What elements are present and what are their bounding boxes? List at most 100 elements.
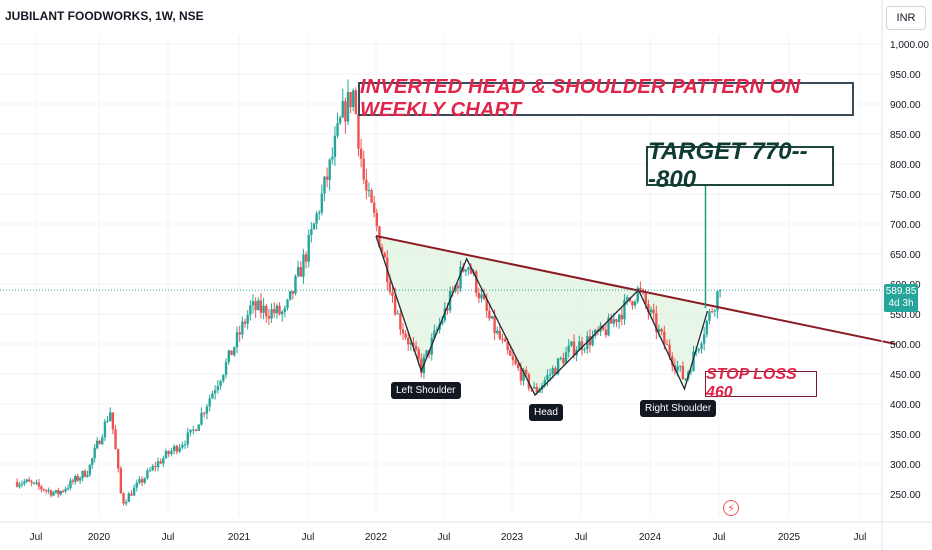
candle-body (286, 299, 289, 309)
candle-body (459, 266, 462, 289)
candle-body (652, 309, 655, 314)
candle-body (362, 158, 365, 180)
candle-body (59, 491, 62, 495)
candle-body (607, 317, 610, 336)
candle-body (294, 275, 297, 294)
candle-body (441, 320, 444, 324)
x-tick-label: Jul (438, 532, 451, 543)
candle-body (106, 420, 109, 422)
candle-body (35, 482, 38, 484)
candle-body (81, 470, 84, 478)
candle-body (44, 490, 48, 492)
candle-body (243, 321, 247, 324)
candle-body (109, 412, 112, 421)
candle-body (95, 440, 99, 449)
candle-body (713, 310, 716, 312)
candle-body (700, 343, 703, 349)
target-callout: TARGET 770---800 (646, 138, 834, 193)
candle-body (178, 447, 181, 452)
candle-body (620, 314, 624, 320)
candle-body (320, 193, 324, 213)
candle-body (657, 329, 661, 332)
candle-body (359, 148, 363, 159)
candle-body (148, 470, 152, 472)
y-tick-label: 750.00 (890, 190, 921, 201)
head-tag: Head (529, 404, 563, 421)
candle-body (609, 317, 613, 324)
candle-body (349, 92, 352, 107)
candle-body (156, 461, 160, 468)
candle-body (143, 478, 146, 483)
candle-body (602, 325, 605, 330)
candle-body (202, 412, 206, 414)
candle-body (710, 311, 714, 313)
candle-body (391, 292, 394, 296)
candle-body (570, 341, 573, 346)
candle-body (30, 481, 33, 483)
candle-body (692, 351, 695, 372)
candle-body (230, 350, 233, 356)
candle-body (146, 470, 149, 479)
candle-body (200, 412, 203, 425)
candle-body (25, 479, 28, 482)
last-price-label: 589.85 4d 3h (884, 284, 918, 312)
candle-body (420, 359, 423, 374)
overlays (0, 155, 896, 397)
last-price-value: 589.85 (885, 286, 917, 297)
candle-body (617, 314, 621, 323)
candle-body (299, 267, 302, 277)
candle-body (219, 381, 222, 386)
candle-body (130, 493, 133, 496)
candle-body (556, 358, 560, 375)
candle-body (583, 349, 586, 351)
candle-body (93, 448, 96, 459)
candle-body (283, 308, 287, 312)
candle-body (588, 336, 592, 346)
candle-body (114, 429, 117, 450)
candle-body (554, 368, 557, 375)
candle-body (288, 291, 292, 300)
candle-body (612, 319, 616, 324)
candle-body (702, 334, 706, 344)
lightning-icon[interactable]: ⚡ (723, 500, 739, 516)
candle-body (506, 341, 509, 351)
candle-body (307, 235, 310, 262)
candle-body (49, 490, 53, 496)
candle-body (639, 287, 642, 290)
candle-body (259, 300, 263, 313)
candle-body (304, 254, 308, 262)
candle-body (564, 352, 568, 364)
candle-body (388, 282, 392, 293)
y-tick-label: 300.00 (890, 460, 921, 471)
candle-body (328, 159, 331, 180)
y-tick-label: 250.00 (890, 490, 921, 501)
pattern-zigzag (375, 235, 709, 397)
candle-body (132, 487, 136, 496)
candle-body (64, 488, 67, 492)
candle-body (591, 335, 594, 346)
candle-body (138, 479, 141, 483)
candle-body (485, 299, 488, 311)
candle-body (716, 291, 719, 311)
candle-body (456, 285, 460, 289)
candle-body (409, 342, 413, 345)
candle-body (705, 320, 708, 335)
candle-body (649, 309, 653, 313)
candle-body (40, 486, 43, 490)
candle-body (181, 444, 184, 448)
candle-body (151, 466, 154, 471)
candle-body (15, 482, 19, 487)
candle-body (417, 349, 420, 360)
candle-body (578, 341, 581, 350)
candle-body (74, 476, 77, 482)
candle-body (162, 458, 165, 464)
candle-body (249, 305, 252, 315)
candle-body (296, 267, 300, 276)
candle-body (414, 346, 418, 350)
candle-body (83, 470, 87, 477)
y-tick-label: 400.00 (890, 400, 921, 411)
candle-body (559, 358, 562, 360)
currency-selector[interactable]: INR (886, 6, 926, 30)
candle-body (493, 316, 496, 334)
